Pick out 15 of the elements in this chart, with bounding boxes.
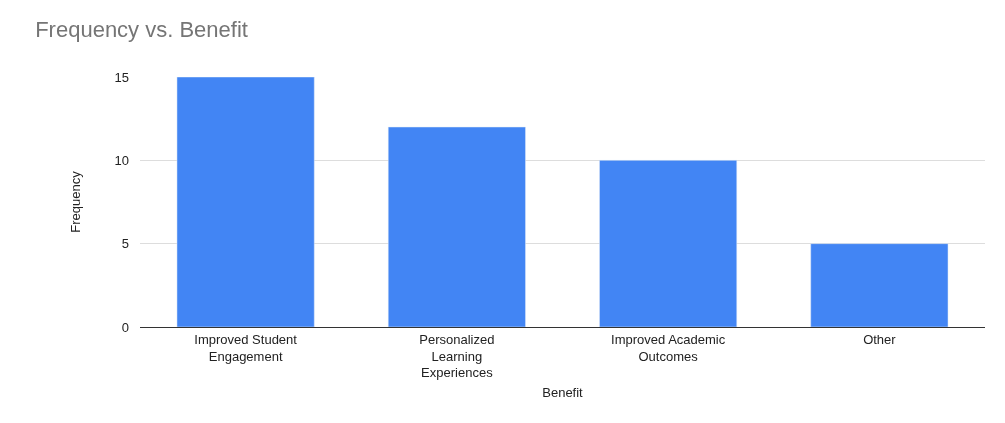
x-tick-label: Improved Student Engagement [194,331,298,364]
x-axis-title: Benefit [542,385,584,400]
bar [176,77,315,327]
bar [810,243,949,327]
x-tick-label: Personalized Learning Experiences [419,331,495,381]
y-axis-title: Frequency [68,170,84,233]
x-tick-label: Improved Academic Outcomes [611,331,726,364]
chart-title: Frequency vs. Benefit [35,17,248,43]
bar [599,160,738,327]
y-tick-label: 0 [121,319,129,335]
bar [387,126,526,327]
y-tick-label: 10 [114,152,129,168]
y-tick-label: 15 [114,69,129,85]
y-tick-label: 5 [121,236,129,252]
x-tick-label: Other [863,331,897,347]
